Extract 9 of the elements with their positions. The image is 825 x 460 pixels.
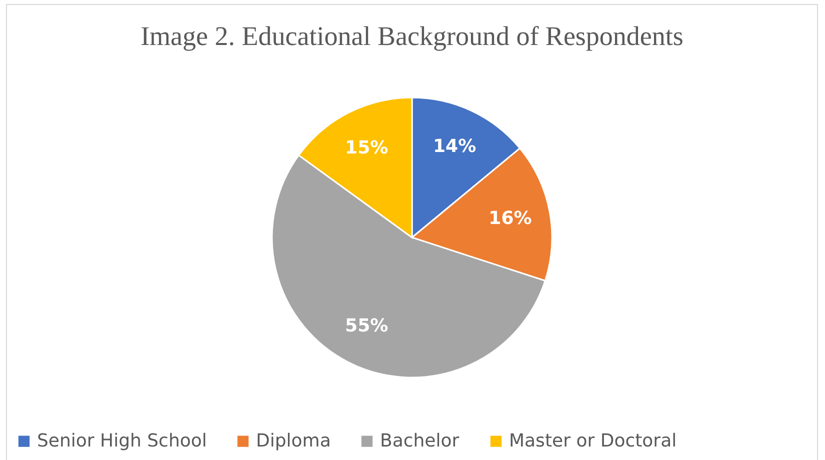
legend-label: Senior High School — [37, 430, 207, 452]
legend-label: Master or Doctoral — [509, 430, 677, 452]
data-label: 14% — [433, 136, 476, 158]
data-label: 55% — [345, 316, 388, 337]
legend-label: Bachelor — [380, 430, 460, 452]
data-label: 16% — [488, 208, 532, 229]
chart-title: Image 2. Educational Background of Respondents — [140, 21, 684, 51]
legend-label: Diploma — [256, 430, 331, 452]
data-label: 15% — [345, 137, 388, 158]
